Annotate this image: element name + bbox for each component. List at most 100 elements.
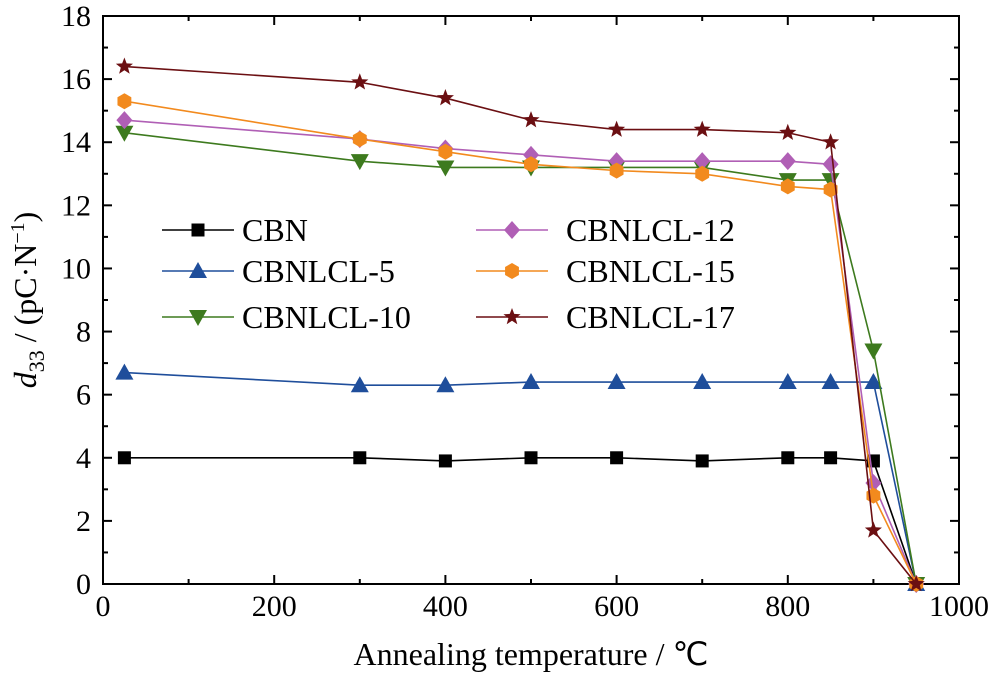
series-cbnlcl-17-point — [608, 120, 626, 137]
y-tick-label: 10 — [61, 252, 91, 285]
series-cbnlcl-15-point — [609, 162, 624, 179]
series-cbnlcl-17 — [115, 57, 925, 592]
series-cbn-point — [117, 451, 131, 465]
series-cbnlcl-5-point — [436, 376, 455, 393]
legend-item-cbnlcl-5-label: CBNLCL-5 — [242, 253, 395, 289]
series-cbnlcl-5 — [115, 363, 926, 591]
x-tick-label: 1000 — [929, 590, 989, 623]
y-tick-label: 4 — [76, 442, 91, 475]
y-tick-label: 6 — [76, 379, 91, 412]
series-cbnlcl-5-point — [115, 363, 134, 380]
legend-item-cbnlcl-15-label: CBNLCL-15 — [566, 253, 735, 289]
series-layer — [115, 57, 926, 593]
series-cbnlcl-12-point — [116, 111, 133, 130]
legend-item-cbnlcl-10-label: CBNLCL-10 — [242, 299, 411, 335]
series-cbnlcl-15-point — [695, 165, 710, 182]
series-cbnlcl-10-line — [124, 131, 917, 585]
series-cbnlcl-17-point — [115, 57, 133, 74]
series-cbnlcl-12 — [116, 111, 925, 593]
legend-item-cbnlcl-17-marker — [503, 308, 521, 325]
series-cbnlcl-10-point — [350, 154, 369, 171]
series-cbnlcl-15-point — [524, 156, 538, 173]
series-cbn — [117, 451, 923, 591]
series-cbn-point — [524, 451, 538, 465]
series-cbn-point — [438, 454, 452, 468]
series-cbnlcl-5-point — [778, 373, 797, 390]
legend-item-cbnlcl-5: CBNLCL-5 — [162, 253, 395, 289]
series-cbnlcl-17-point — [779, 123, 797, 141]
series-cbnlcl-5-point — [607, 373, 626, 390]
y-axis-symbol: d — [7, 371, 43, 388]
legend-item-cbn: CBN — [162, 212, 308, 248]
series-cbn-point — [695, 454, 709, 468]
series-cbnlcl-15-point — [438, 143, 453, 160]
series-cbnlcl-17-line — [124, 65, 917, 585]
y-axis-unit: / (pC·N — [7, 244, 43, 351]
legend-item-cbnlcl-12: CBNLCL-12 — [476, 212, 735, 248]
axis-ticks — [102, 15, 960, 585]
series-cbn-point — [781, 451, 795, 465]
series-cbnlcl-17-point — [436, 89, 454, 106]
legend-item-cbnlcl-10-marker — [189, 310, 207, 326]
series-cbnlcl-17-point — [693, 120, 711, 137]
legend-item-cbn-marker — [191, 223, 205, 237]
legend-item-cbn-label: CBN — [242, 212, 308, 248]
y-tick-label: 2 — [76, 505, 91, 538]
series-cbnlcl-5-point — [350, 376, 369, 393]
y-tick-label: 18 — [61, 0, 91, 33]
x-axis-title: Annealing temperature / ℃ — [354, 636, 709, 672]
legend-item-cbnlcl-15: CBNLCL-15 — [476, 253, 735, 289]
series-cbnlcl-15-point — [823, 181, 838, 198]
series-cbnlcl-10 — [115, 125, 926, 593]
y-tick-label: 12 — [61, 189, 91, 222]
series-cbnlcl-12-point — [822, 155, 839, 174]
series-cbnlcl-10-point — [115, 125, 134, 142]
series-cbnlcl-15-line — [124, 100, 917, 585]
y-axis-unit-close: ) — [7, 212, 43, 223]
x-tick-label: 200 — [252, 590, 297, 623]
series-cbnlcl-17-point — [864, 521, 882, 538]
y-tick-label: 16 — [61, 63, 91, 96]
series-cbnlcl-15-point — [780, 178, 795, 195]
series-cbnlcl-5-point — [864, 373, 883, 390]
series-cbnlcl-12-line — [124, 119, 917, 585]
y-tick-label: 8 — [76, 316, 91, 349]
legend-item-cbnlcl-17: CBNLCL-17 — [476, 299, 735, 335]
legend-item-cbnlcl-17-label: CBNLCL-17 — [566, 299, 735, 335]
series-cbnlcl-17-point — [522, 111, 540, 128]
series-cbnlcl-5-point — [693, 373, 712, 390]
series-cbnlcl-10-point — [864, 343, 883, 360]
legend-item-cbnlcl-10: CBNLCL-10 — [162, 299, 411, 335]
series-cbnlcl-17-point — [822, 133, 840, 150]
plot-frame — [102, 15, 960, 585]
series-cbnlcl-12-point — [694, 152, 711, 171]
axis-tick-labels: 0 200 400 600 800 1000 0 2 4 6 8 10 12 14 16 18 — [61, 0, 989, 623]
series-cbnlcl-15-point — [117, 93, 132, 110]
series-cbnlcl-17-point — [907, 575, 925, 592]
series-cbnlcl-15-point — [352, 131, 367, 148]
y-tick-label: 14 — [61, 126, 91, 159]
series-cbnlcl-5-line — [124, 371, 917, 585]
legend-item-cbnlcl-12-label: CBNLCL-12 — [566, 212, 735, 248]
y-axis-subscript: 33 — [24, 350, 49, 372]
y-tick-label: 0 — [76, 568, 91, 601]
x-tick-label: 600 — [594, 590, 639, 623]
legend-item-cbnlcl-5-marker — [189, 262, 207, 278]
legend-item-cbnlcl-15-marker — [505, 263, 519, 279]
legend: CBN CBNLCL-5 CBNLCL-10 CBNLCL-12 CBNLCL-15 CB… — [162, 212, 735, 335]
series-cbnlcl-5-point — [522, 373, 540, 390]
legend-item-cbnlcl-12-marker — [504, 221, 520, 239]
series-cbnlcl-12-point — [779, 152, 796, 171]
y-axis-title: d33 / (pC·N−1) — [7, 212, 49, 389]
series-cbn-point — [610, 451, 624, 465]
x-tick-label: 800 — [765, 590, 810, 623]
series-cbnlcl-10-point — [436, 160, 455, 177]
x-tick-label: 0 — [96, 590, 111, 623]
series-cbnlcl-17-point — [351, 73, 369, 90]
series-cbn-line — [124, 456, 917, 585]
series-cbn-point — [824, 451, 838, 465]
series-cbnlcl-5-point — [821, 373, 840, 390]
x-tick-label: 400 — [423, 590, 468, 623]
series-cbn-point — [353, 451, 367, 465]
